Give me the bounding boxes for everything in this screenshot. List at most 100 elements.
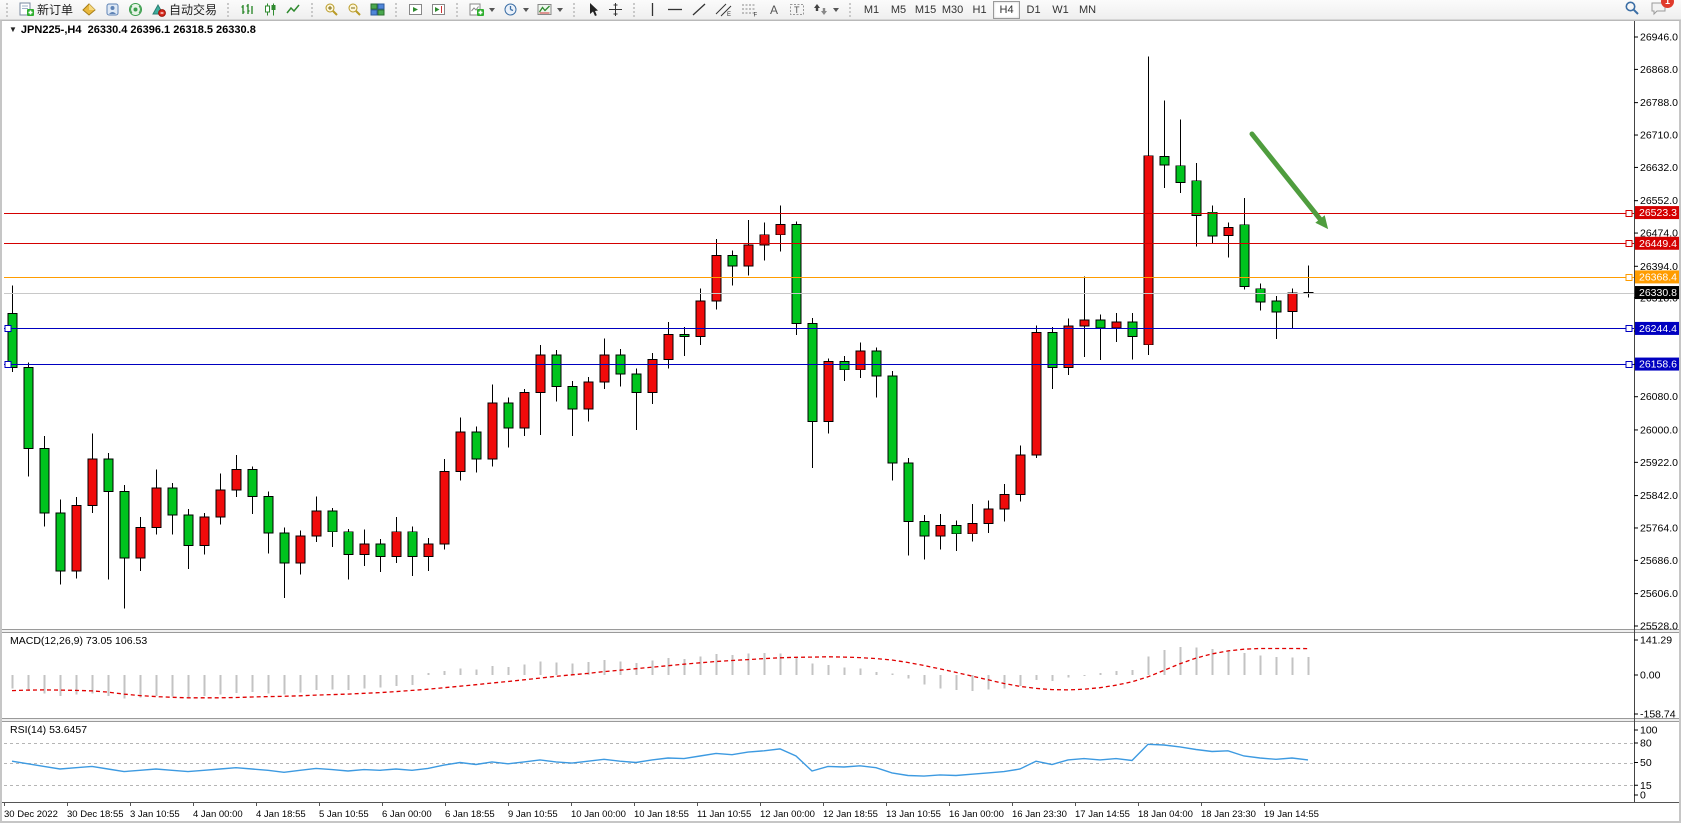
timeframe-m1-button[interactable]: M1	[863, 3, 880, 16]
chart-canvas[interactable]: 26946.0 26868.0 26788.0 26710.0 26632.0 26552…	[2, 21, 1679, 820]
svg-text:18 Jan 23:30: 18 Jan 23:30	[1201, 809, 1256, 820]
svg-text:19 Jan 14:55: 19 Jan 14:55	[1264, 809, 1319, 820]
svg-text:6 Jan 00:00: 6 Jan 00:00	[382, 809, 432, 820]
timeframe-d1-button[interactable]: D1	[1026, 3, 1041, 16]
arrows-icon	[813, 2, 828, 17]
chevron-down-icon	[557, 7, 564, 12]
signals-button[interactable]	[124, 1, 147, 19]
timeframe-h1-button[interactable]: H1	[972, 3, 987, 16]
trendline-button[interactable]	[687, 1, 711, 19]
chart-shift-icon	[408, 2, 423, 17]
indicator-list-button[interactable]	[77, 1, 101, 19]
chat-badge: 1	[1661, 0, 1674, 8]
chat-button[interactable]: 1	[1650, 0, 1674, 19]
templates-icon	[537, 2, 552, 17]
svg-text:26158.6: 26158.6	[1639, 359, 1677, 371]
timeframe-m5-button[interactable]: M5	[890, 3, 907, 16]
svg-text:25922.0: 25922.0	[1640, 457, 1678, 469]
new-order-button[interactable]: 新订单	[15, 1, 77, 19]
cursor-button[interactable]	[582, 1, 604, 19]
svg-text:E: E	[727, 12, 731, 17]
new-order-label: 新订单	[37, 3, 74, 17]
toolbar-grip	[573, 2, 578, 17]
svg-text:26868.0: 26868.0	[1640, 64, 1678, 76]
svg-text:12 Jan 18:55: 12 Jan 18:55	[823, 809, 878, 820]
tile-windows-button[interactable]	[366, 1, 389, 19]
svg-text:26080.0: 26080.0	[1640, 391, 1678, 403]
symbol-dropdown-icon[interactable]: ▼	[9, 25, 17, 34]
svg-text:13 Jan 10:55: 13 Jan 10:55	[886, 809, 941, 820]
svg-text:0.00: 0.00	[1640, 669, 1661, 681]
equidistant-channel-button[interactable]: E	[711, 1, 737, 19]
toolbar-grip	[395, 2, 400, 17]
svg-text:26394.0: 26394.0	[1640, 261, 1678, 273]
horizontal-lines[interactable]	[4, 210, 1634, 368]
search-icon[interactable]	[1624, 0, 1640, 19]
timeframe-w1-button[interactable]: W1	[1052, 3, 1069, 16]
svg-text:12 Jan 00:00: 12 Jan 00:00	[760, 809, 815, 820]
timeframe-m15-button[interactable]: M15	[914, 3, 937, 16]
auto-trading-button[interactable]: 自动交易	[147, 1, 221, 19]
periods-button[interactable]	[499, 1, 533, 19]
bar-chart-button[interactable]	[236, 1, 259, 19]
svg-text:26710.0: 26710.0	[1640, 130, 1678, 142]
symbol-period-label: JPN225-,H4	[20, 24, 82, 36]
zoom-out-button[interactable]	[343, 1, 366, 19]
svg-text:6 Jan 18:55: 6 Jan 18:55	[445, 809, 495, 820]
fibonacci-icon: F	[741, 2, 759, 17]
svg-text:26244.4: 26244.4	[1639, 323, 1677, 335]
add-indicator-button[interactable]	[465, 1, 499, 19]
market-depth-icon	[105, 2, 120, 17]
timeframe-h4-button[interactable]: H4	[993, 0, 1021, 19]
new-order-icon	[19, 2, 34, 17]
line-chart-icon	[286, 2, 301, 17]
zoom-in-button[interactable]	[320, 1, 343, 19]
crosshair-button[interactable]	[604, 1, 627, 19]
svg-text:25842.0: 25842.0	[1640, 490, 1678, 502]
crosshair-icon	[608, 2, 623, 17]
timeframe-m30-button[interactable]: M30	[941, 3, 964, 16]
tile-windows-icon	[370, 2, 385, 17]
chart-autoscroll-button[interactable]	[427, 1, 450, 19]
svg-text:25606.0: 25606.0	[1640, 588, 1678, 600]
toolbar-grip	[633, 2, 638, 17]
equidistant-channel-icon: E	[715, 2, 733, 17]
ohlc-values: 26330.4 26396.1 26318.5 26330.8	[87, 24, 256, 36]
svg-text:11 Jan 10:55: 11 Jan 10:55	[697, 809, 751, 820]
chart-title[interactable]: ▼ JPN225-,H4 26330.4 26396.1 26318.5 2633…	[9, 24, 256, 36]
macd-label: MACD(12,26,9) 73.05 106.53	[10, 635, 148, 647]
svg-text:25528.0: 25528.0	[1640, 621, 1678, 633]
toolbar-grip	[311, 2, 316, 17]
text-label-button[interactable]: T	[785, 1, 809, 19]
chevron-down-icon	[523, 7, 530, 12]
line-chart-button[interactable]	[282, 1, 305, 19]
auto-trading-icon	[151, 2, 166, 17]
add-indicator-icon	[469, 2, 485, 17]
chart-autoscroll-icon	[431, 2, 446, 17]
arrows-button[interactable]	[809, 1, 843, 19]
svg-text:16 Jan 00:00: 16 Jan 00:00	[949, 809, 1004, 820]
svg-text:26474.0: 26474.0	[1640, 228, 1678, 240]
horizontal-line-button[interactable]	[663, 1, 687, 19]
price-axis[interactable]: 26946.0 26868.0 26788.0 26710.0 26632.0 26552…	[1634, 32, 1679, 633]
templates-button[interactable]	[533, 1, 567, 19]
chart-shift-button[interactable]	[404, 1, 427, 19]
svg-text:26946.0: 26946.0	[1640, 32, 1678, 44]
trend-arrow-annotation[interactable]	[1249, 131, 1329, 230]
vertical-line-icon	[646, 2, 659, 17]
text-button[interactable]: A	[763, 1, 785, 19]
time-axis[interactable]: 30 Dec 2022 30 Dec 18:55 3 Jan 10:55 4 Jan …	[4, 802, 1319, 820]
svg-text:50: 50	[1640, 757, 1652, 769]
market-depth-button[interactable]	[101, 1, 124, 19]
chevron-down-icon	[833, 7, 840, 12]
svg-text:26000.0: 26000.0	[1640, 424, 1678, 436]
svg-text:25764.0: 25764.0	[1640, 522, 1678, 534]
svg-text:17 Jan 14:55: 17 Jan 14:55	[1075, 809, 1130, 820]
svg-text:0: 0	[1640, 790, 1646, 802]
candles	[7, 56, 1314, 609]
candlestick-chart-button[interactable]	[259, 1, 282, 19]
toolbar-grip	[6, 2, 11, 17]
fibonacci-button[interactable]: F	[737, 1, 763, 19]
vertical-line-button[interactable]	[642, 1, 663, 19]
timeframe-mn-button[interactable]: MN	[1078, 3, 1097, 16]
